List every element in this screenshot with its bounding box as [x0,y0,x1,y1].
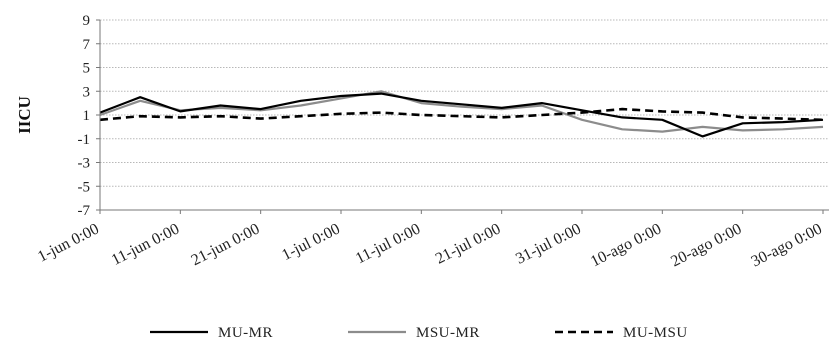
x-tick-label: 31-jul 0:00 [513,220,584,267]
series-line-mu-msu [99,107,824,122]
x-tick-label: 30-ago 0:00 [749,220,825,270]
x-tick-label: 1-jun 0:00 [35,220,102,265]
y-tick-label: -5 [78,179,91,195]
x-tick-label: 21-jun 0:00 [189,220,263,269]
y-tick-label: 7 [83,37,91,53]
y-axis-title: IICU [15,96,34,134]
y-tick-label: 5 [83,61,91,77]
legend-label-msu-mr: MSU-MR [416,325,480,341]
x-tick-label: 21-jul 0:00 [433,220,504,267]
legend-label-mu-mr: MU-MR [218,325,273,341]
x-tick-label: 20-ago 0:00 [668,220,744,270]
y-tick-labels: 9 7 5 3 1 -1 -3 -5 -7 [78,13,100,219]
y-tick-label: -3 [78,156,91,172]
y-tick-label: 9 [83,13,91,29]
series-line-msu-mr [99,90,824,133]
x-tick-label: 11-jun 0:00 [109,220,182,269]
legend: MU-MR MSU-MR MU-MSU [150,325,688,341]
series-layer [99,90,824,138]
x-tick-label: 10-ago 0:00 [588,220,664,270]
legend-label-mu-msu: MU-MSU [623,325,688,341]
y-tick-label: -7 [78,203,91,219]
y-tick-label: 1 [83,108,91,124]
x-tick-label: 11-jul 0:00 [353,220,423,267]
x-tick-labels: 1-jun 0:00 11-jun 0:00 21-jun 0:00 1-jul 0:… [35,210,825,270]
y-tick-label: 3 [83,84,91,100]
x-tick-label: 1-jul 0:00 [279,220,343,264]
y-tick-label: -1 [78,132,91,148]
